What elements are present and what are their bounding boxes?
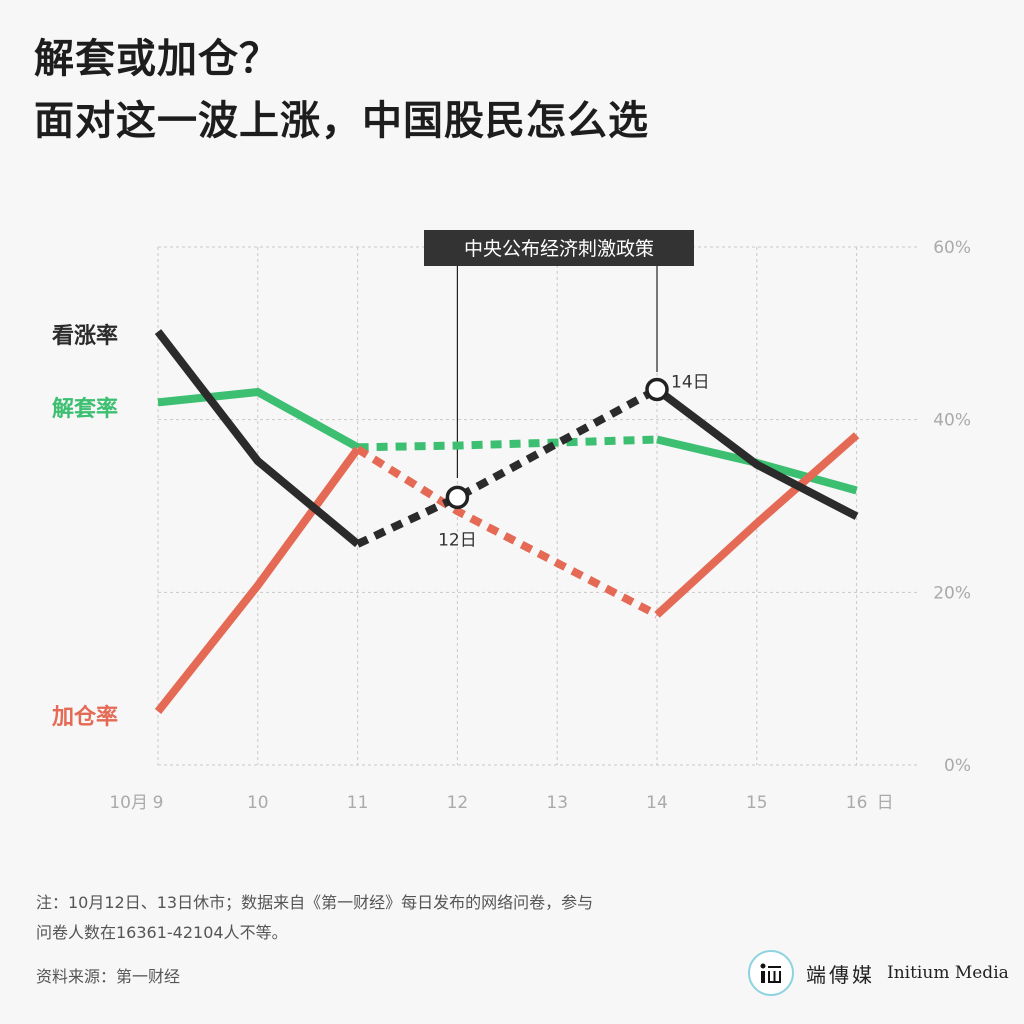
x-tick-label: 16 xyxy=(846,793,868,813)
brand-name-cn: 端傳媒 xyxy=(806,962,875,987)
footnote-line-1: 注：10月12日、13日休市；数据来自《第一财经》每日发布的网络问卷，参与 xyxy=(36,893,594,912)
brand-name-en: Initium Media xyxy=(887,963,1009,983)
series-line-solid xyxy=(157,387,360,451)
y-tick-label: 40% xyxy=(933,411,971,431)
annotation-label: 中央公布经济刺激政策 xyxy=(464,238,654,260)
x-tick-label: 10 xyxy=(247,793,269,813)
y-tick-label: 0% xyxy=(944,756,971,776)
marker-point-12 xyxy=(445,485,470,510)
series-line-dashed xyxy=(355,445,659,619)
footnote: 注：10月12日、13日休市；数据来自《第一财经》每日发布的网络问卷，参与 问卷… xyxy=(36,888,593,948)
brand: 端傳媒 Initium Media xyxy=(748,950,1009,996)
y-tick-label: 20% xyxy=(933,583,971,603)
x-tick-label: 14 xyxy=(646,793,668,813)
series-line-solid xyxy=(154,446,361,714)
x-tick-label: 15 xyxy=(746,793,768,813)
series-line-dashed xyxy=(357,435,658,452)
initium-logo-icon xyxy=(748,950,794,996)
annotation-box xyxy=(424,230,694,266)
series-line-solid xyxy=(654,432,860,618)
title-line-2: 面对这一波上涨，中国股民怎么选 xyxy=(34,98,649,144)
x-axis-unit: 日 xyxy=(877,793,894,813)
x-axis-month-prefix: 10月 xyxy=(109,793,148,813)
series-line-solid xyxy=(154,329,361,548)
title-line-1: 解套或加仓？ xyxy=(34,36,280,82)
x-tick-label: 12 xyxy=(447,793,469,813)
series-label: 加仓率 xyxy=(51,704,118,730)
x-tick-label: 11 xyxy=(347,793,369,813)
x-tick-label: 13 xyxy=(546,793,568,813)
series-label: 解套率 xyxy=(52,396,118,422)
series-label: 看涨率 xyxy=(52,323,118,349)
series-line-dashed xyxy=(355,385,659,548)
y-tick-label: 60% xyxy=(933,238,971,258)
source-note: 资料来源：第一财经 xyxy=(36,967,181,986)
point-label-14: 14日 xyxy=(671,372,710,392)
chart-title: 解套或加仓？ 面对这一波上涨，中国股民怎么选 xyxy=(34,28,649,152)
marker-point-14 xyxy=(645,377,669,402)
series-line-solid xyxy=(654,386,859,520)
x-tick-label: 9 xyxy=(153,793,164,813)
footnote-line-2: 问卷人数在16361-42104人不等。 xyxy=(36,923,288,942)
point-label-12: 12日 xyxy=(438,530,477,550)
